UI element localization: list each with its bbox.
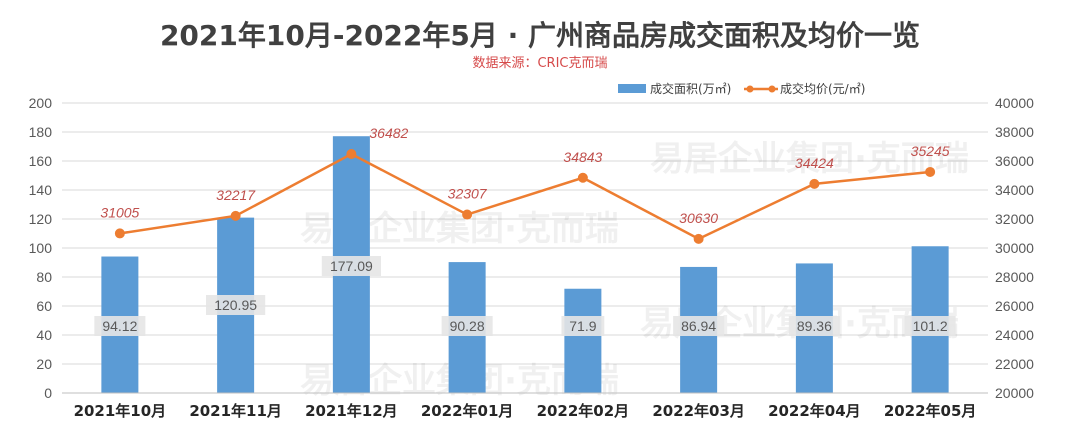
y-right-tick-label: 30000 [995, 240, 1034, 256]
bar-data-label: 177.09 [330, 258, 373, 274]
bar-data-label: 89.36 [797, 318, 832, 334]
y-right-tick-label: 28000 [995, 269, 1034, 285]
y-left-tick-label: 140 [29, 182, 53, 198]
y-left-tick-label: 160 [29, 153, 53, 169]
x-tick-label: 2021年11月 [189, 402, 282, 420]
bar-data-label: 94.12 [102, 318, 137, 334]
bar-data-label: 101.2 [913, 318, 948, 334]
line-data-label: 30630 [679, 210, 718, 226]
y-right-tick-label: 22000 [995, 356, 1034, 372]
line-data-label: 35245 [911, 143, 950, 159]
line-data-label: 36482 [369, 125, 408, 141]
bar-data-label-bg [788, 316, 840, 336]
line-point [809, 178, 820, 189]
line-point [114, 228, 125, 239]
y-right-tick-label: 20000 [995, 385, 1034, 401]
chart-title: 2021年10月-2022年5月 · 广州商品房成交面积及均价一览 [160, 19, 920, 52]
legend: 成交面积(万㎡) 成交均价(元/㎡) [618, 81, 865, 96]
bar-data-label: 71.9 [569, 318, 596, 334]
y-right-tick-label: 40000 [995, 95, 1034, 111]
x-tick-label: 2022年04月 [768, 402, 861, 420]
bar-data-label-bg [561, 316, 605, 336]
bar-data-label-bg [441, 316, 493, 336]
legend-bar-swatch [618, 84, 646, 93]
y-right-tick-label: 24000 [995, 327, 1034, 343]
y-left-tick-label: 0 [44, 385, 52, 401]
line-point [925, 166, 936, 177]
y-left-tick-label: 60 [36, 298, 52, 314]
y-right-tick-label: 34000 [995, 182, 1034, 198]
bar-data-label-bg [321, 256, 381, 276]
y-right-tick-label: 38000 [995, 124, 1034, 140]
y-left-tick-label: 120 [29, 211, 53, 227]
line-point [230, 210, 241, 221]
chart-source: 数据来源：CRIC克而瑞 [472, 56, 607, 71]
legend-line-label: 成交均价(元/㎡) [780, 81, 865, 96]
y-right-tick-label: 26000 [995, 298, 1034, 314]
line-data-label: 32307 [448, 186, 488, 202]
bar [564, 288, 602, 393]
bar-data-label-bg [673, 316, 725, 336]
bar-series: 94.12 120.95 177.09 90.28 71.9 86.94 89.36 101.… [94, 136, 956, 394]
bar-data-label-bg [206, 295, 266, 315]
line-series: 31005 32217 36482 32307 34843 30630 34424 35245 [100, 125, 950, 244]
y-left-tick-label: 80 [36, 269, 52, 285]
line-point [346, 149, 357, 160]
legend-line-marker [746, 85, 754, 93]
y-axis-left: 0 20 40 60 80 100 120 140 160 180 200 [29, 95, 53, 401]
series-line [119, 152, 931, 241]
bar-data-label: 86.94 [681, 318, 716, 334]
y-left-tick-label: 40 [36, 327, 52, 343]
bar-data-label-bg [904, 316, 956, 336]
y-left-tick-label: 180 [29, 124, 53, 140]
y-left-tick-label: 200 [29, 95, 53, 111]
y-left-tick-label: 100 [29, 240, 53, 256]
line-data-label: 34843 [563, 149, 602, 165]
line-data-label: 34424 [795, 155, 834, 171]
x-tick-label: 2022年01月 [421, 402, 514, 420]
y-right-tick-label: 36000 [995, 153, 1034, 169]
bar-data-label: 90.28 [450, 318, 485, 334]
bar-data-label-bg [94, 316, 146, 336]
x-tick-label: 2021年10月 [74, 402, 167, 420]
x-tick-label: 2022年02月 [537, 402, 630, 420]
line-data-label: 31005 [100, 204, 139, 220]
x-tick-label: 2022年05月 [884, 402, 977, 420]
x-tick-label: 2021年12月 [305, 402, 398, 420]
line-point [693, 233, 704, 244]
legend-line-marker-2 [768, 85, 776, 93]
y-axis-right: 20000 22000 24000 26000 28000 30000 32000 34000… [995, 95, 1034, 401]
legend-bar-label: 成交面积(万㎡) [650, 81, 731, 96]
x-tick-label: 2022年03月 [652, 402, 745, 420]
line-point [577, 172, 588, 183]
line-point [462, 209, 473, 220]
y-left-tick-label: 20 [36, 356, 52, 372]
bar-data-label: 120.95 [214, 297, 257, 313]
y-right-tick-label: 32000 [995, 211, 1034, 227]
x-axis: 2021年10月 2021年11月 2021年12月 2022年01月 2022年02月… [62, 392, 988, 420]
line-data-label: 32217 [216, 187, 256, 203]
